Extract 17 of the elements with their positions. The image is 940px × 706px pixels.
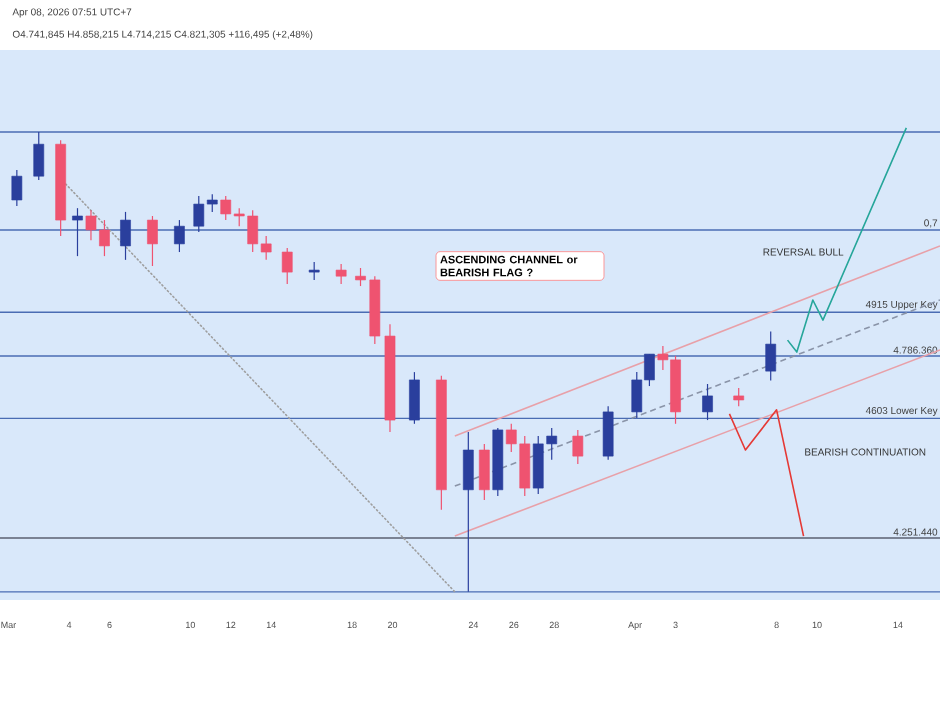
- candlestick: [462, 431, 474, 593]
- candlestick: [733, 387, 745, 407]
- candlestick: [11, 169, 23, 207]
- candlestick: [765, 330, 777, 382]
- candlestick: [72, 207, 83, 257]
- candlestick: [174, 219, 185, 253]
- candlestick: [33, 131, 45, 181]
- candlestick: [409, 371, 420, 425]
- candlestick: [478, 443, 490, 501]
- candlestick: [602, 405, 614, 461]
- candlestick: [335, 263, 347, 285]
- candlestick: [702, 383, 713, 421]
- candlestick: [281, 247, 293, 285]
- candlestick: [572, 429, 584, 465]
- candlestick: [120, 211, 131, 261]
- candlestick: [308, 261, 320, 281]
- candlestick: [147, 215, 158, 267]
